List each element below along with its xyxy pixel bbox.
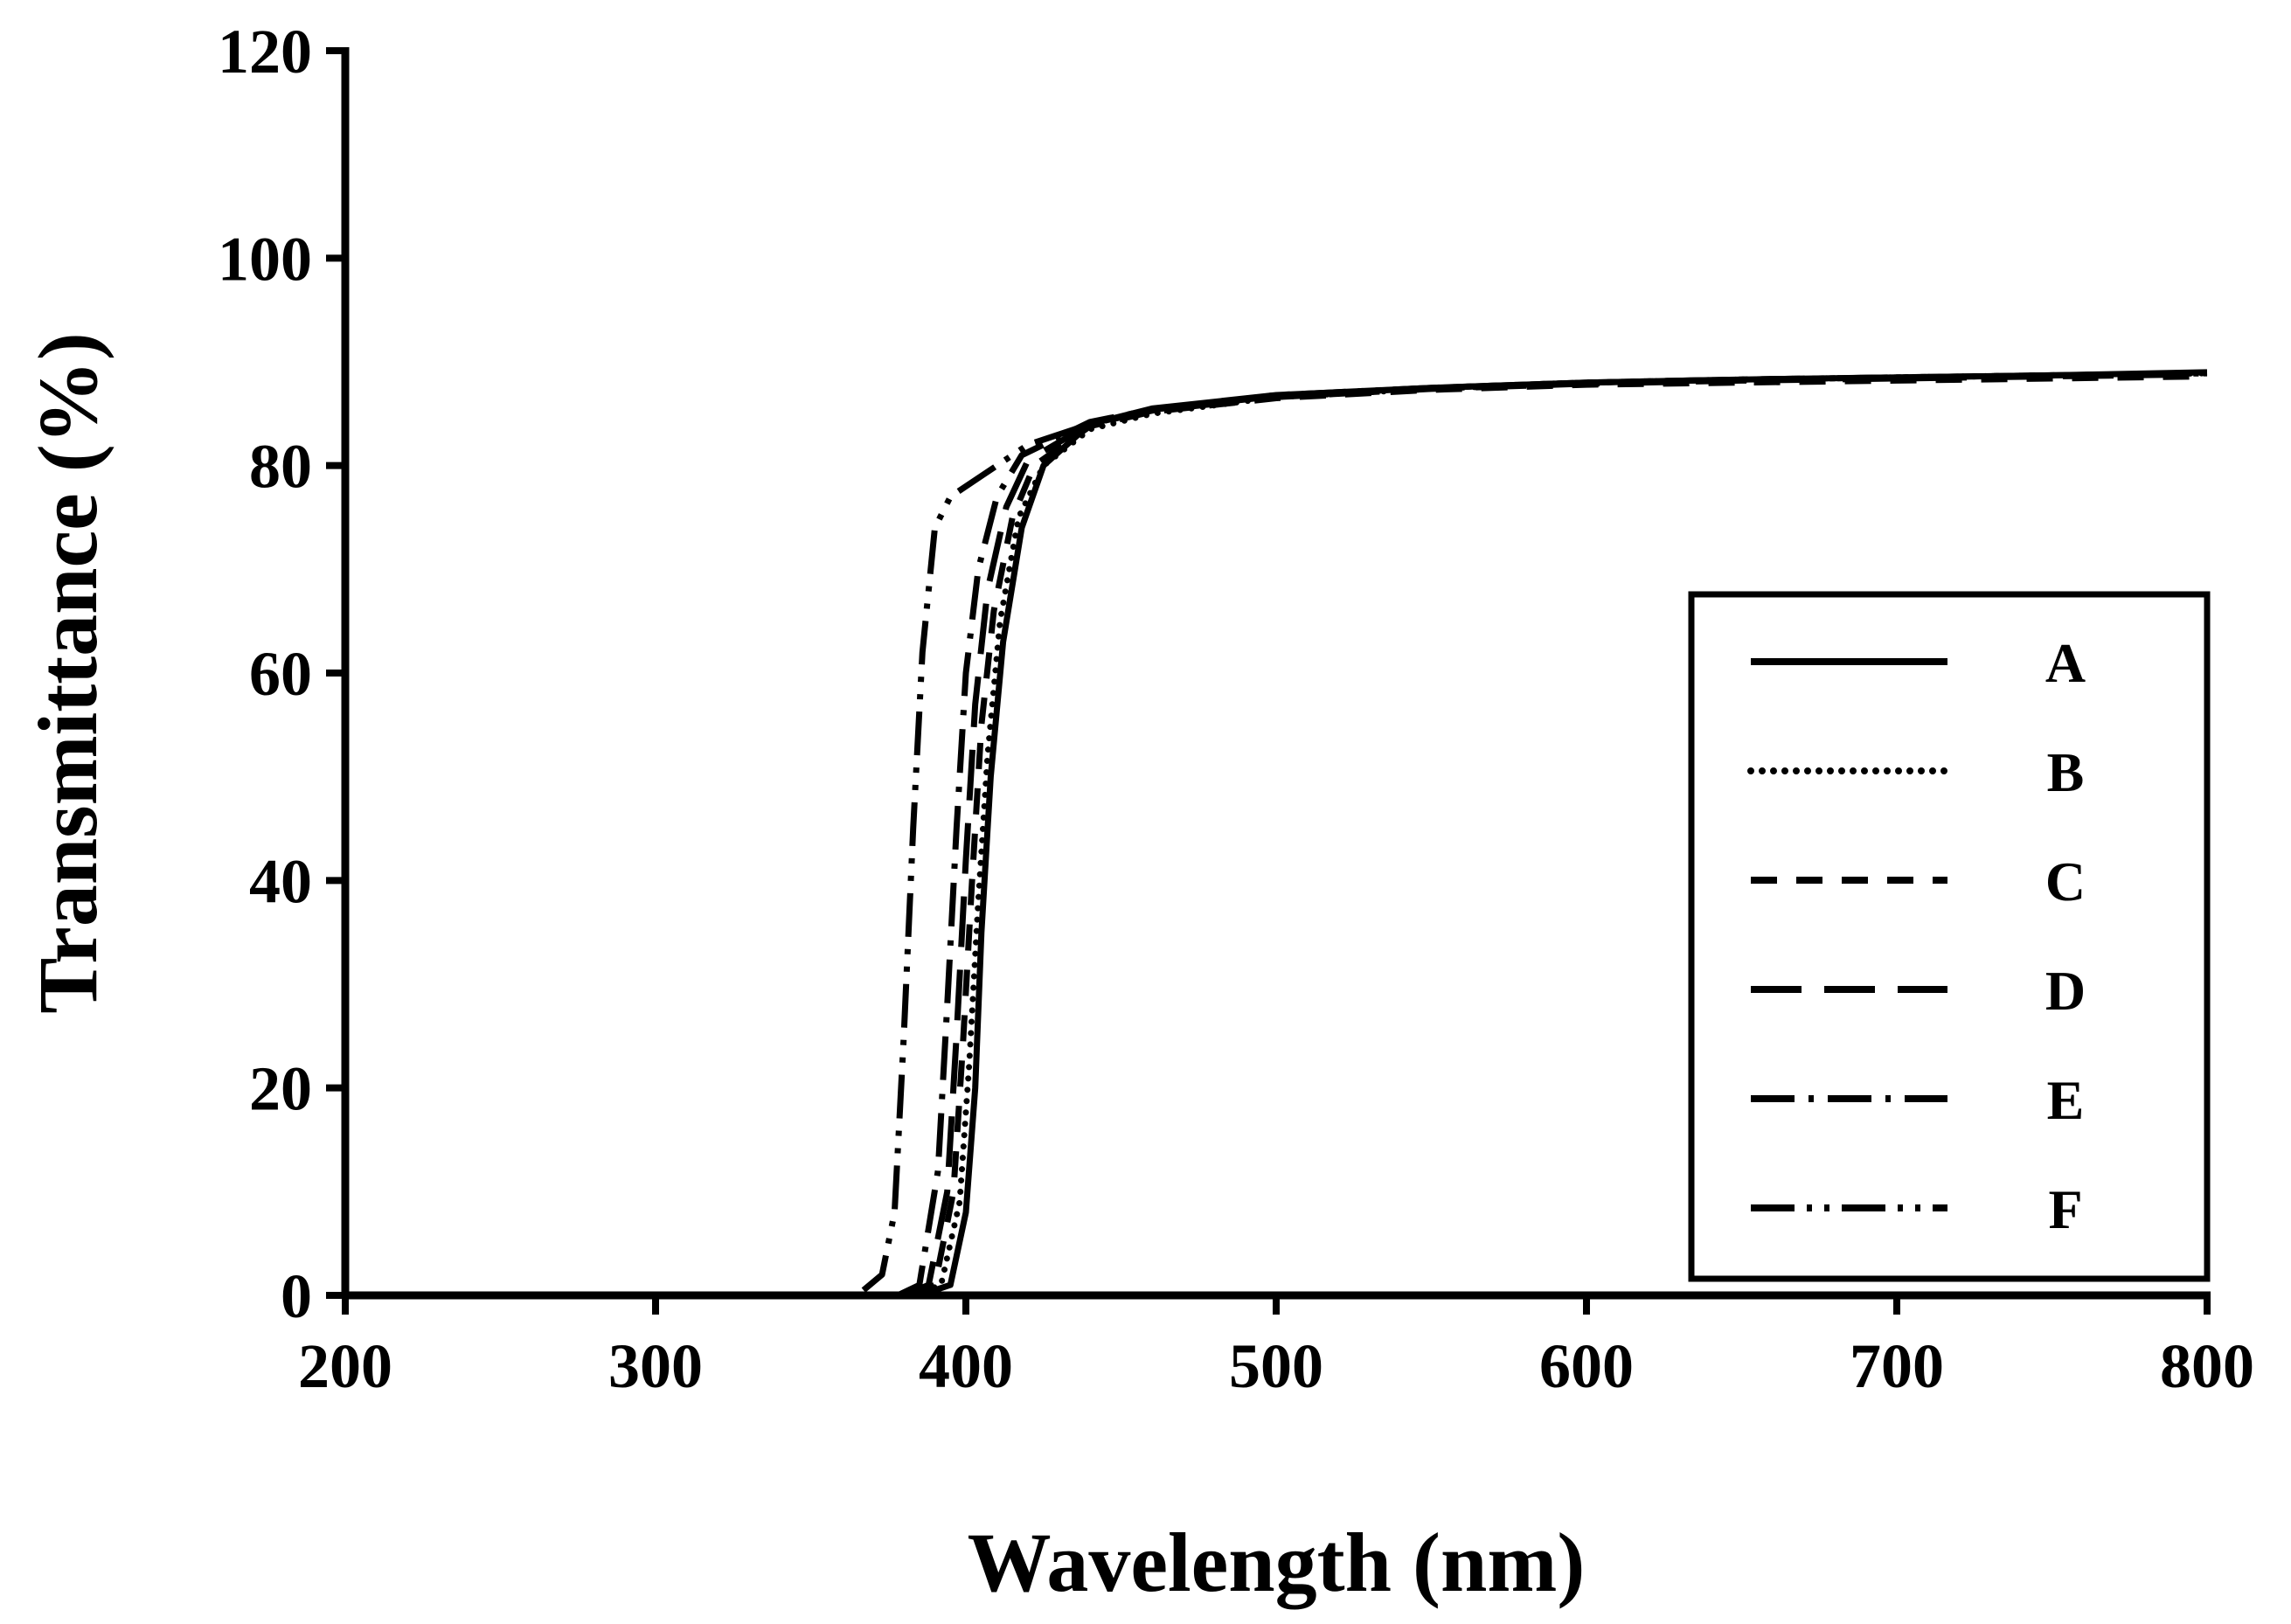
x-tick-label: 600	[1539, 1331, 1634, 1401]
x-tick-label: 400	[919, 1331, 1013, 1401]
legend-box	[1688, 591, 2211, 1282]
ticks-group: 0 20 40 60 80 100 120 200 300 400 500 600 700 800	[218, 17, 2254, 1401]
x-tick-label: 500	[1229, 1331, 1323, 1401]
x-tick-label: 300	[608, 1331, 703, 1401]
y-tick-label: 120	[218, 17, 312, 87]
legend-label-b: B	[2047, 741, 2085, 803]
legend-label-d: D	[2045, 960, 2086, 1022]
x-tick-label: 800	[2160, 1331, 2254, 1401]
y-tick-label: 40	[249, 846, 312, 916]
x-tick-label: 200	[298, 1331, 392, 1401]
y-tick-label: 80	[249, 432, 312, 502]
legend-label-e: E	[2047, 1069, 2085, 1131]
y-axis-title: Transmittance (%)	[21, 332, 115, 1013]
y-tick-label: 0	[281, 1261, 312, 1331]
legend-label-c: C	[2045, 850, 2086, 913]
legend-label-f: F	[2048, 1178, 2082, 1240]
x-axis-title: Wavelength (nm)	[968, 1516, 1586, 1609]
series-line-f	[861, 370, 2208, 1293]
series-group	[861, 369, 2211, 1299]
y-tick-label: 60	[249, 639, 312, 709]
series-line-c	[908, 373, 2208, 1299]
y-tick-label: 100	[218, 224, 312, 294]
y-tick-label: 20	[249, 1054, 312, 1124]
x-tick-label: 700	[1850, 1331, 1944, 1401]
series-line-d	[902, 371, 2208, 1299]
legend-label-a: A	[2045, 632, 2086, 694]
